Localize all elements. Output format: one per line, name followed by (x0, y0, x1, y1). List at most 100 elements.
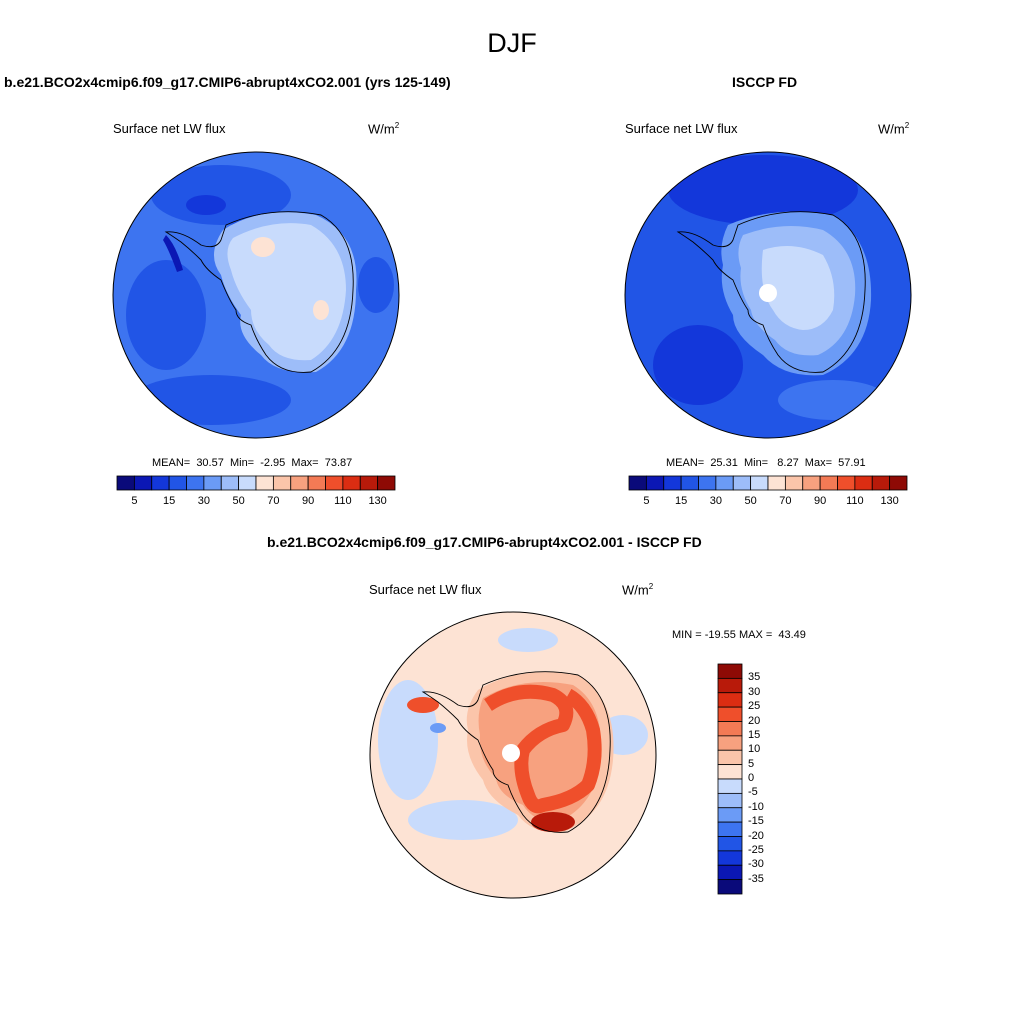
diff-colorbar-box (717, 735, 743, 751)
panel2-colorbar-box (784, 475, 804, 491)
panel2-colorbar-tick-label: 130 (880, 495, 899, 507)
panel2-colorbar-box (854, 475, 873, 491)
diff-title: b.e21.BCO2x4cmip6.f09_g17.CMIP6-abrupt4x… (267, 534, 702, 550)
diff-colorbar-box (717, 807, 743, 823)
season-title: DJF (487, 28, 537, 58)
panel2-colorbar-box (715, 475, 734, 491)
panel1-colorbar-labels: 5 15 30 50 70 90 110 130 (117, 495, 395, 509)
diff-colorbar-box (717, 850, 743, 866)
panel2-units-label: W/m2 (878, 121, 910, 137)
panel2-colorbar-box (750, 475, 769, 491)
diff-colorbar-box (717, 677, 743, 694)
diff-polar-map (369, 611, 657, 899)
panel1-colorbar-box (255, 475, 274, 491)
panel2-colorbar-box (732, 475, 752, 491)
panel2-colorbar-box (819, 475, 838, 491)
diff-minmax: MIN = -19.55 MAX = 43.49 (672, 629, 806, 641)
panel2-colorbar-tick-label: 5 (643, 495, 650, 507)
diff-colorbar-tick-label: -15 (748, 815, 764, 828)
panel2-title: ISCCP FD (732, 74, 798, 90)
diff-colorbar-box (717, 821, 743, 837)
diff-variable-label: Surface net LW flux (369, 582, 482, 597)
diff-colorbar-box (717, 836, 743, 852)
panel2-colorbar-box (645, 475, 665, 491)
panel1-colorbar-tick-label: 70 (267, 495, 280, 507)
panel1-colorbar-box (359, 475, 379, 491)
panel2-colorbar-box (767, 475, 786, 491)
panel1-colorbar-tick-label: 5 (131, 495, 138, 507)
panel2-colorbar-tick-label: 70 (779, 495, 792, 507)
panel1-variable-label: Surface net LW flux (113, 121, 226, 136)
diff-colorbar-tick-label: -20 (748, 829, 764, 842)
diff-colorbar-tick-label: 0 (748, 772, 755, 784)
panel2-colorbar (628, 475, 908, 491)
diff-colorbar-tick-label: -30 (748, 858, 764, 871)
panel2-colorbar-tick-label: 30 (709, 495, 722, 507)
diff-colorbar-box (717, 721, 743, 737)
panel2-colorbar-box (889, 475, 908, 491)
panel1-colorbar-box (272, 475, 292, 491)
panel1-stats: MEAN= 30.57 Min= -2.95 Max= 73.87 (152, 457, 353, 469)
panel1-units-label: W/m2 (368, 121, 400, 137)
panel1-colorbar-box (377, 475, 396, 491)
diff-colorbar-labels: 35 30 25 20 15 10 5 0 -5 -10 -15 -20 -25 -30 -35 (748, 664, 788, 894)
diff-colorbar-tick-label: 15 (748, 728, 761, 741)
panel1-colorbar-box (203, 475, 222, 491)
panel2-colorbar-box (628, 475, 647, 491)
diff-colorbar-tick-label: 5 (748, 757, 755, 770)
panel1-polar-map (112, 151, 400, 439)
panel1-colorbar-tick-label: 130 (368, 495, 387, 507)
panel1-colorbar-tick-label: 110 (334, 495, 352, 507)
diff-colorbar-box (717, 764, 743, 780)
panel1-colorbar-tick-label: 15 (163, 495, 176, 507)
panel1-colorbar-box (307, 475, 326, 491)
panel2-colorbar-tick-label: 90 (814, 495, 827, 507)
diff-colorbar-tick-label: 10 (748, 743, 761, 756)
panel2-colorbar-tick-label: 15 (675, 495, 688, 507)
panel1-colorbar-box (168, 475, 187, 491)
panel1-colorbar-tick-label: 30 (197, 495, 210, 507)
diff-colorbar-tick-label: -5 (748, 786, 758, 799)
panel2-variable-label: Surface net LW flux (625, 121, 738, 136)
panel2-polar-map (624, 151, 912, 439)
diff-colorbar-box (717, 792, 743, 809)
diff-colorbar-tick-label: -35 (748, 872, 764, 885)
panel2-colorbar-labels: 5 15 30 50 70 90 110 130 (629, 495, 907, 509)
panel1-colorbar (116, 475, 396, 491)
diff-units-label: W/m2 (622, 582, 654, 598)
panel1-colorbar-box (220, 475, 240, 491)
panel1-colorbar-box (133, 475, 153, 491)
panel1-colorbar-box (151, 475, 170, 491)
diff-colorbar-box (717, 692, 743, 708)
diff-colorbar-box (717, 749, 743, 766)
diff-colorbar-box (717, 706, 743, 722)
panel2-colorbar-tick-label: 50 (744, 495, 757, 507)
diff-colorbar-tick-label: 25 (748, 700, 761, 713)
panel1-colorbar-box (290, 475, 309, 491)
panel1-colorbar-box (238, 475, 257, 491)
diff-colorbar-box (717, 778, 743, 794)
diff-colorbar-box (717, 663, 743, 679)
diff-colorbar-tick-label: -25 (748, 843, 764, 856)
diff-colorbar-tick-label: 20 (748, 714, 761, 727)
panel2-colorbar-box (680, 475, 699, 491)
diff-colorbar (717, 663, 743, 895)
panel2-colorbar-box (871, 475, 891, 491)
panel2-colorbar-box (837, 475, 856, 491)
diff-colorbar-box (717, 879, 743, 895)
panel1-colorbar-box (325, 475, 344, 491)
diff-colorbar-tick-label: 35 (748, 671, 761, 684)
diff-colorbar-tick-label: -10 (748, 800, 764, 813)
panel2-colorbar-box (663, 475, 682, 491)
panel2-colorbar-box (802, 475, 821, 491)
panel2-colorbar-box (698, 475, 717, 491)
panel1-colorbar-tick-label: 50 (232, 495, 245, 507)
panel1-colorbar-tick-label: 90 (302, 495, 315, 507)
panel2-stats: MEAN= 25.31 Min= 8.27 Max= 57.91 (666, 457, 866, 469)
diff-colorbar-tick-label: 30 (748, 685, 761, 698)
panel1-colorbar-box (342, 475, 361, 491)
panel1-colorbar-box (186, 475, 205, 491)
diff-colorbar-box (717, 864, 743, 881)
panel1-colorbar-box (116, 475, 135, 491)
panel2-colorbar-tick-label: 110 (846, 495, 864, 507)
